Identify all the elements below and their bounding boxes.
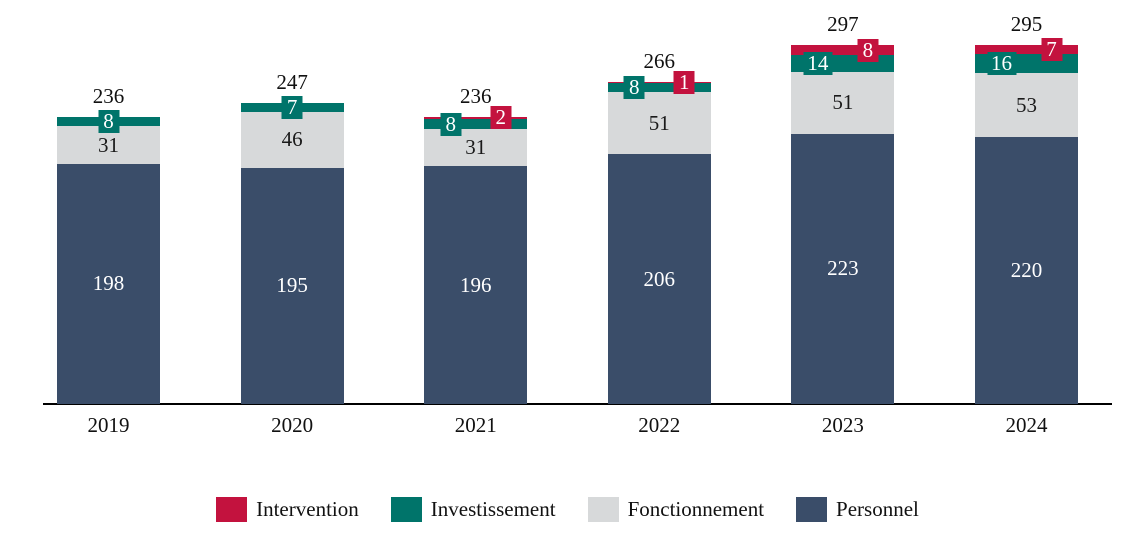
- x-axis-line: [43, 403, 1112, 405]
- x-axis-label-2024: 2024: [1005, 413, 1048, 437]
- value-badge-investissement-2023: 14: [803, 51, 833, 75]
- x-axis-label-2023: 2023: [821, 413, 864, 437]
- segment-fonctionnement-2024: 53: [975, 73, 1078, 138]
- value-label-fonctionnement-2021: 31: [465, 135, 487, 160]
- segment-personnel-2019: 198: [57, 163, 160, 404]
- bar-2021: 2 8 31 196 236: [424, 84, 528, 404]
- value-badge-intervention-2022: 1: [673, 70, 695, 94]
- segment-intervention-2024: [975, 45, 1078, 54]
- x-axis-label-2021: 2021: [454, 413, 497, 437]
- value-label-fonctionnement-2020: 46: [281, 127, 303, 152]
- x-axis-label-2022: 2022: [638, 413, 681, 437]
- legend-swatch-intervention: [216, 497, 248, 522]
- total-label-2024: 295: [1010, 12, 1043, 37]
- segment-personnel-2023: 223: [791, 133, 895, 404]
- legend-item-fonctionnement: Fonctionnement: [587, 497, 765, 522]
- total-label-2022: 266: [643, 48, 676, 73]
- bar-2019: 8 31 198 236: [57, 84, 160, 404]
- value-label-personnel-2021: 196: [459, 272, 492, 297]
- total-label-2023: 297: [827, 12, 859, 37]
- bar-2023: 8 14 51 223 297: [791, 12, 895, 404]
- segment-intervention-2023: [791, 45, 895, 55]
- value-label-personnel-2024: 220: [1010, 258, 1043, 283]
- legend-swatch-personnel: [796, 497, 828, 522]
- value-badge-investissement-2020: 7: [281, 96, 303, 120]
- value-badge-intervention-2023: 8: [857, 38, 879, 62]
- bar-2022: 1 8 51 206 266: [607, 49, 711, 404]
- value-label-personnel-2022: 206: [643, 266, 676, 291]
- value-label-personnel-2019: 198: [92, 271, 125, 296]
- legend-item-personnel: Personnel: [796, 497, 919, 522]
- segment-personnel-2022: 206: [607, 154, 711, 404]
- legend-label-fonctionnement: Fonctionnement: [627, 497, 765, 521]
- segment-intervention-2021: [424, 116, 528, 120]
- legend-swatch-investissement: [390, 497, 422, 522]
- chart-legend: Intervention Investissement Fonctionnement…: [0, 497, 1135, 522]
- bar-2024: 7 16 53 220 295: [975, 12, 1078, 404]
- segment-intervention-2022: [607, 81, 711, 83]
- legend-label-personnel: Personnel: [836, 497, 919, 521]
- segment-personnel-2020: 195: [240, 167, 344, 404]
- value-badge-investissement-2022: 8: [623, 76, 645, 100]
- legend-item-investissement: Investissement: [390, 497, 556, 522]
- value-label-fonctionnement-2023: 51: [832, 90, 854, 115]
- value-badge-intervention-2024: 7: [1041, 37, 1062, 61]
- segment-investissement-2021: [424, 119, 528, 129]
- bar-2020: 7 46 195 247: [240, 70, 344, 404]
- total-label-2021: 236: [459, 83, 492, 108]
- x-axis-label-2020: 2020: [271, 413, 314, 437]
- value-badge-investissement-2021: 8: [440, 112, 462, 136]
- segment-fonctionnement-2022: 51: [607, 92, 711, 155]
- value-label-personnel-2020: 195: [276, 273, 308, 298]
- total-label-2019: 236: [92, 83, 125, 108]
- segment-fonctionnement-2020: 46: [240, 111, 344, 168]
- value-badge-investissement-2024: 16: [987, 51, 1016, 75]
- value-badge-investissement-2019: 8: [98, 110, 119, 134]
- legend-label-intervention: Intervention: [256, 497, 359, 521]
- segment-personnel-2021: 196: [424, 166, 528, 404]
- legend-label-investissement: Investissement: [430, 497, 556, 521]
- value-badge-intervention-2021: 2: [490, 106, 512, 130]
- legend-swatch-fonctionnement: [587, 497, 619, 522]
- segment-fonctionnement-2023: 51: [791, 71, 895, 134]
- segment-investissement-2022: [607, 82, 711, 93]
- total-label-2020: 247: [276, 70, 308, 95]
- value-label-fonctionnement-2022: 51: [648, 110, 670, 135]
- value-label-fonctionnement-2019: 31: [98, 132, 119, 157]
- x-axis-label-2019: 2019: [87, 413, 130, 437]
- value-label-fonctionnement-2024: 53: [1016, 92, 1037, 117]
- legend-item-intervention: Intervention: [216, 497, 359, 522]
- segment-fonctionnement-2019: 31: [57, 126, 160, 164]
- segment-personnel-2024: 220: [975, 137, 1078, 404]
- value-label-personnel-2023: 223: [827, 256, 859, 281]
